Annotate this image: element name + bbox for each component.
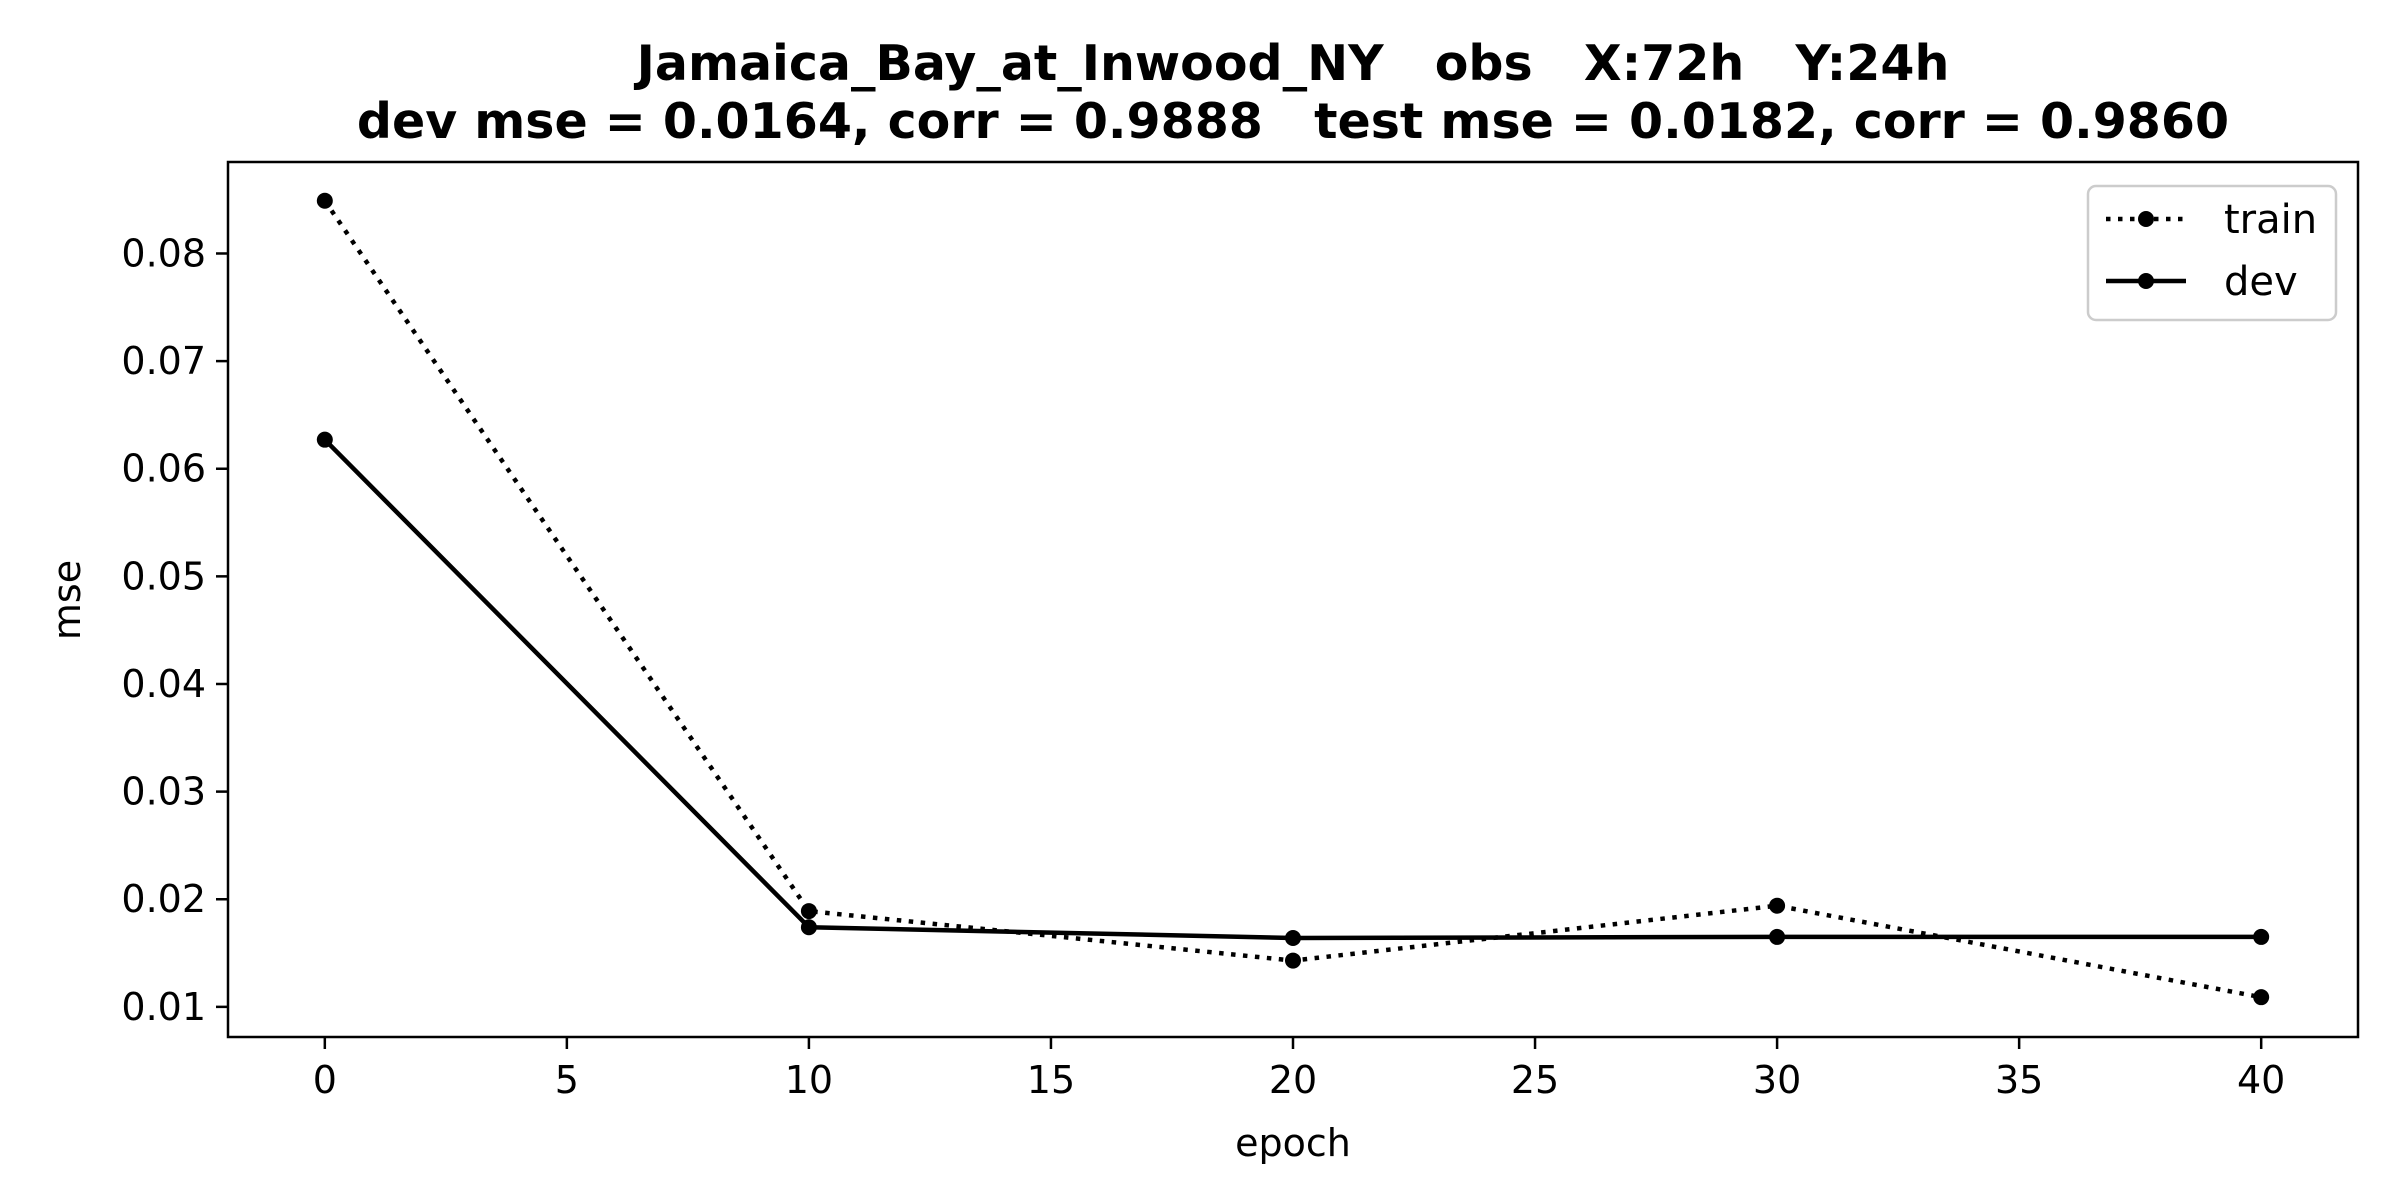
x-tick-label: 35 [1995, 1058, 2043, 1102]
x-tick-label: 10 [785, 1058, 833, 1102]
plot-frame [226, 160, 2360, 1039]
x-tick-label: 15 [1027, 1058, 1075, 1102]
train-data-point [1769, 897, 1786, 914]
legend-dev-marker [2138, 273, 2154, 289]
chart-subtitle: dev mse = 0.0164, corr = 0.9888 test mse… [357, 93, 2229, 150]
train-data-point [2253, 989, 2270, 1006]
x-axis-label: epoch [1235, 1121, 1351, 1165]
chart-title: Jamaica_Bay_at_Inwood_NY obs X:72h Y:24h [634, 35, 1950, 92]
train-data-point [800, 903, 817, 920]
x-tick-label: 40 [2237, 1058, 2285, 1102]
dev-data-point [1769, 928, 1786, 945]
y-tick-label: 0.06 [121, 447, 206, 491]
legend: train dev [2086, 184, 2338, 322]
y-tick-label: 0.05 [121, 554, 206, 598]
train-data-point [1285, 952, 1301, 969]
x-tick-label: 25 [1511, 1058, 1559, 1102]
train-series-line [322, 199, 2262, 1000]
y-axis-label: mse [45, 560, 89, 640]
y-tick-label: 0.01 [121, 985, 206, 1029]
dev-data-point [800, 919, 817, 936]
x-tick-label: 0 [313, 1058, 337, 1102]
x-tick-label: 30 [1753, 1058, 1801, 1102]
dev-data-point [2253, 928, 2270, 945]
dev-series-line [323, 438, 2262, 941]
legend-dev-label: dev [2224, 259, 2298, 305]
y-tick-label: 0.03 [121, 770, 206, 814]
legend-train-label: train [2224, 197, 2317, 243]
y-tick-label: 0.02 [121, 877, 206, 921]
x-tick-label: 5 [555, 1058, 579, 1102]
dev-data-point [316, 431, 333, 448]
y-tick-label: 0.04 [121, 662, 206, 706]
y-tick-label: 0.07 [121, 339, 206, 383]
train-data-point [316, 192, 333, 209]
y-tick-label: 0.08 [121, 231, 206, 275]
x-tick-label: 20 [1269, 1058, 1317, 1102]
plot-area: 0 5 10 15 20 25 30 35 40 0.01 0.02 0.03 0.04 0.05 0.06… [121, 184, 2338, 1102]
legend-train-marker [2138, 211, 2154, 227]
dev-data-point [1285, 929, 1301, 946]
